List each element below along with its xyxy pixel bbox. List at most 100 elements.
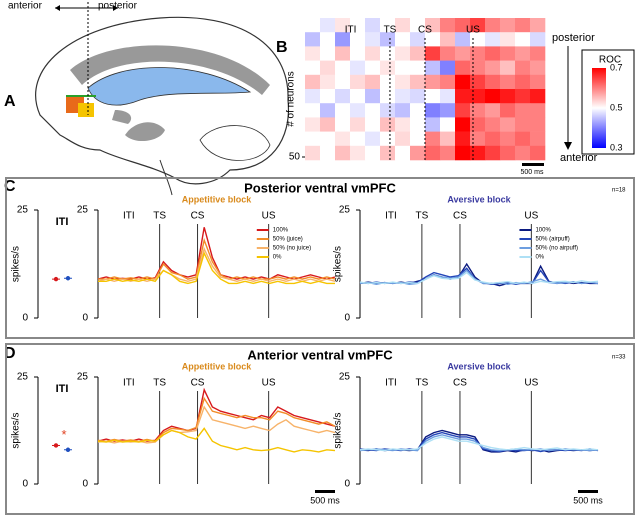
heat-cell — [305, 74, 321, 90]
heat-cell — [320, 145, 336, 161]
event-label: TS — [153, 378, 166, 389]
event-label: US — [524, 378, 538, 389]
heat-cell — [365, 145, 381, 161]
heat-cell — [335, 18, 351, 33]
panel-label: A — [4, 93, 16, 110]
colorbar-frame — [581, 49, 635, 155]
heat-cell — [380, 18, 396, 33]
series-line — [359, 436, 599, 452]
heat-cell — [515, 60, 531, 76]
chart-title: Aversive block — [447, 194, 511, 204]
heat-cell — [320, 103, 336, 118]
heat-cell — [500, 60, 516, 76]
colorbar-tick-label: 0.5 — [610, 102, 623, 112]
event-label: TS — [153, 211, 166, 222]
heat-cell — [380, 103, 396, 118]
heat-cell — [350, 117, 366, 132]
heat-cell — [395, 117, 411, 132]
heat-cell — [410, 60, 426, 76]
heat-cell — [395, 74, 411, 90]
arrow-head — [564, 142, 572, 150]
heat-cell — [515, 131, 531, 147]
heat-cell — [455, 145, 471, 161]
colorbar-title: ROC — [599, 55, 621, 66]
heat-cell — [425, 60, 441, 76]
heat-cell — [515, 18, 531, 33]
heat-cell — [365, 117, 381, 132]
legend-label: 0% — [535, 255, 544, 261]
series-line — [97, 396, 336, 442]
heat-cell — [320, 46, 336, 61]
heat-cell — [410, 18, 426, 33]
heat-cell — [335, 145, 351, 161]
event-label: US — [262, 378, 276, 389]
heat-cell — [530, 145, 546, 161]
scale-bar — [315, 490, 335, 493]
heat-cell — [455, 60, 471, 76]
direction-label: posterior — [98, 1, 138, 12]
heat-cell — [395, 103, 411, 118]
y-tick-label: 0 — [82, 479, 88, 490]
heat-cell — [440, 46, 456, 61]
heat-cell — [305, 89, 321, 104]
heat-cell — [410, 145, 426, 161]
direction-label: anterior — [560, 152, 598, 164]
heat-cell — [455, 89, 471, 104]
legend-label: 50% (no airpuff) — [535, 246, 578, 252]
heat-cell — [320, 74, 336, 90]
heat-cell — [425, 74, 441, 90]
heat-cell — [500, 32, 516, 47]
heat-cell — [515, 89, 531, 104]
heat-cell — [305, 32, 321, 47]
heat-cell — [395, 18, 411, 33]
heat-cell — [380, 46, 396, 61]
heat-cell — [470, 74, 486, 90]
event-label: ITI — [385, 211, 397, 222]
heat-cell — [305, 131, 321, 147]
heat-cell — [335, 117, 351, 132]
heat-cell — [350, 32, 366, 47]
heat-cell — [470, 89, 486, 104]
panel-frame — [5, 343, 635, 515]
heat-cell — [395, 60, 411, 76]
chart-title: Aversive block — [447, 361, 511, 371]
heat-cell — [380, 74, 396, 90]
y-tick-label: 50 — [289, 152, 301, 163]
heat-cell — [500, 18, 516, 33]
heat-cell — [350, 60, 366, 76]
heat-cell — [515, 32, 531, 47]
heat-cell — [440, 117, 456, 132]
y-axis-label: spikes/s — [333, 412, 344, 448]
panel-label: B — [276, 39, 288, 56]
heat-cell — [530, 18, 546, 33]
dot — [53, 276, 59, 282]
heat-cell — [305, 18, 321, 33]
heat-cell — [305, 117, 321, 132]
heat-cell — [395, 32, 411, 47]
heat-cell — [395, 89, 411, 104]
heat-cell — [320, 117, 336, 132]
event-label: ITI — [385, 378, 397, 389]
chart-title: ITI — [56, 216, 69, 228]
heat-cell — [485, 74, 501, 90]
event-label: TS — [415, 211, 428, 222]
event-label: ITI — [123, 211, 135, 222]
heat-cell — [425, 89, 441, 104]
heat-cell — [440, 145, 456, 161]
heat-cell — [470, 60, 486, 76]
event-label: CS — [191, 378, 205, 389]
heat-cell — [410, 103, 426, 118]
y-tick-label: 0 — [22, 479, 28, 490]
legend-label: 50% (airpuff) — [535, 237, 569, 243]
legend-label: 100% — [535, 228, 551, 234]
series-line — [97, 246, 336, 283]
heat-cell — [335, 131, 351, 147]
colorbar — [592, 68, 606, 148]
heat-cell — [305, 46, 321, 61]
heat-cell — [455, 74, 471, 90]
heat-cell — [455, 117, 471, 132]
heat-cell — [530, 74, 546, 90]
heat-cell — [410, 117, 426, 132]
event-label: ITI — [345, 25, 357, 36]
